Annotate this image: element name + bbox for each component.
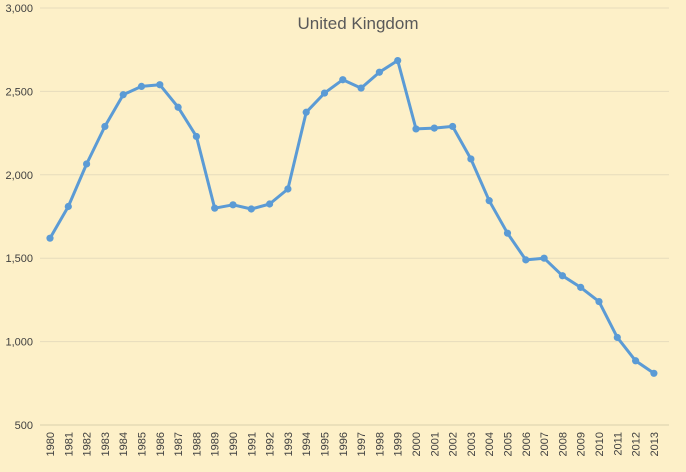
data-point [449, 122, 457, 131]
data-point [632, 357, 640, 365]
data-point [46, 234, 54, 242]
data-point [430, 124, 438, 132]
data-point [577, 283, 585, 291]
data-point [137, 82, 146, 90]
x-tick-label: 2008 [557, 432, 569, 456]
data-point [540, 254, 548, 262]
x-tick-label: 1982 [82, 432, 94, 456]
x-tick-label: 1993 [283, 432, 295, 456]
x-tick-label: 1990 [228, 432, 240, 456]
data-point [320, 89, 329, 97]
x-tick-label: 1987 [173, 432, 185, 456]
x-tick-label: 1998 [374, 432, 386, 456]
data-point [522, 256, 530, 264]
data-point [485, 197, 493, 205]
data-point [339, 76, 347, 84]
x-tick-label: 1986 [155, 432, 167, 456]
chart-title: United Kingdom [298, 14, 419, 33]
data-point [156, 81, 164, 89]
x-tick-label: 1995 [320, 432, 332, 456]
x-tick-label: 1983 [100, 432, 112, 456]
x-tick-label: 1992 [265, 432, 277, 456]
x-tick-label: 1980 [45, 432, 57, 456]
x-tick-label: 2006 [521, 432, 533, 456]
x-tick-label: 1996 [338, 432, 350, 456]
x-tick-label: 2012 [631, 432, 643, 456]
y-tick-label: 2,500 [5, 86, 33, 98]
data-point [174, 103, 182, 111]
y-tick-label: 500 [15, 420, 33, 432]
x-tick-label: 2002 [448, 432, 460, 456]
data-point [375, 68, 383, 76]
data-point [302, 108, 310, 116]
x-tick-label: 1991 [246, 432, 258, 456]
data-point [595, 297, 603, 306]
x-tick-label: 1997 [356, 432, 368, 456]
data-point [284, 185, 292, 193]
data-point [247, 205, 255, 213]
series-points [46, 56, 658, 377]
data-point [211, 204, 219, 212]
x-tick-label: 1999 [393, 432, 405, 456]
data-point [83, 160, 91, 168]
x-tick-label: 2000 [411, 432, 423, 456]
data-point [229, 201, 237, 209]
y-tick-label: 1,500 [5, 253, 33, 265]
x-tick-label: 1988 [191, 432, 203, 456]
data-point [394, 56, 402, 65]
y-tick-label: 2,000 [5, 170, 33, 182]
data-point [650, 369, 658, 377]
gridlines [40, 7, 669, 343]
x-tick-label: 2004 [484, 432, 496, 456]
x-tick-label: 2003 [466, 432, 478, 456]
data-point [613, 333, 621, 342]
x-tick-label: 1985 [137, 432, 149, 456]
x-tick-label: 2009 [576, 432, 588, 456]
data-point [64, 202, 72, 211]
x-tick-label: 1981 [63, 432, 75, 456]
y-tick-label: 3,000 [5, 3, 33, 15]
data-point [192, 132, 200, 141]
data-point [119, 91, 127, 99]
data-point [467, 155, 475, 163]
y-tick-label: 1,000 [5, 337, 33, 349]
x-axis-tick-labels: 1980 1981 1982 1983 1984 1985 1986 1987 1988 1989… [45, 432, 661, 456]
x-tick-label: 2010 [594, 432, 606, 456]
y-axis-tick-labels: 500 1,000 1,500 2,000 2,500 3,000 [5, 3, 33, 432]
x-tick-label: 2001 [429, 432, 441, 456]
x-tick-label: 1994 [301, 432, 313, 456]
x-tick-label: 2005 [503, 432, 515, 456]
x-tick-label: 1984 [118, 432, 130, 456]
data-point [357, 84, 365, 92]
x-tick-label: 2011 [612, 432, 624, 456]
data-point [503, 229, 512, 237]
x-tick-label: 1989 [210, 432, 222, 456]
x-tick-label: 2007 [539, 432, 551, 456]
series-line [48, 59, 656, 375]
data-point [101, 122, 109, 131]
x-tick-label: 2013 [649, 432, 661, 456]
data-point [558, 272, 567, 280]
data-point [266, 200, 274, 208]
data-point [412, 125, 420, 133]
